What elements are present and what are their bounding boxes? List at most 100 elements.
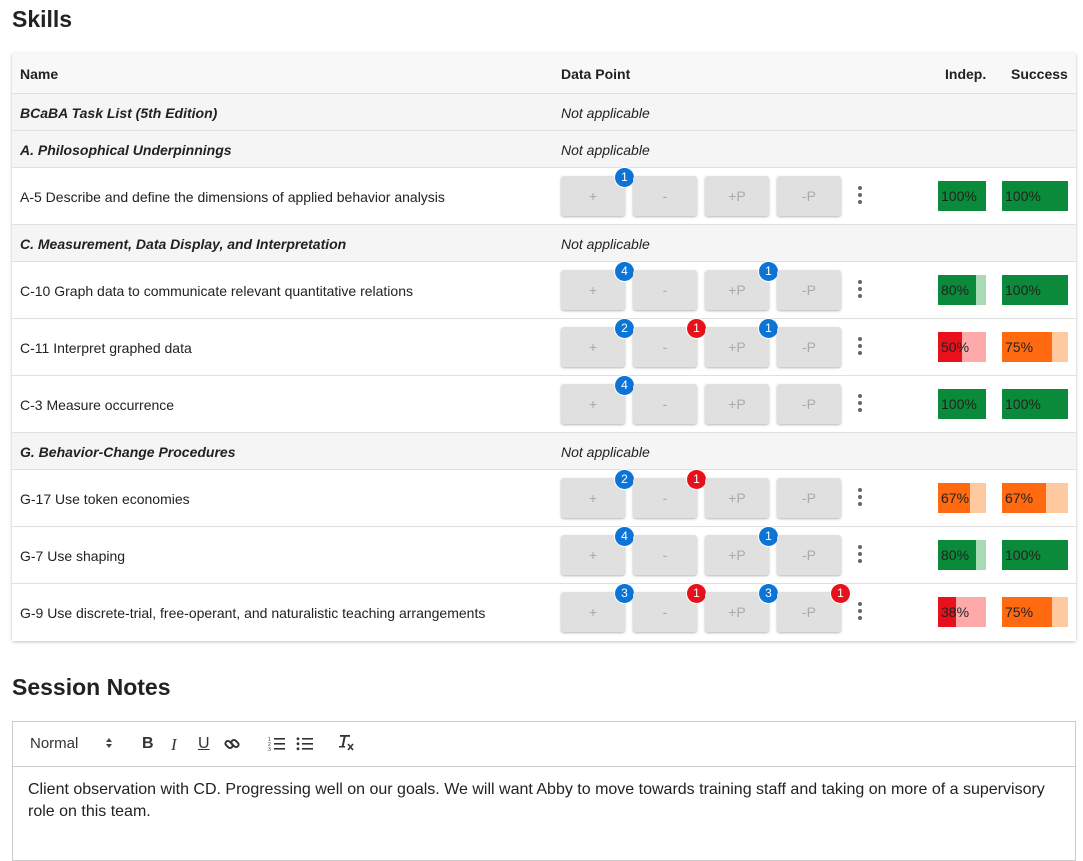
category-name: C. Measurement, Data Display, and Interp… — [20, 236, 347, 252]
button-label: + — [588, 339, 598, 355]
count-badge: 2 — [615, 470, 634, 489]
skill-name: A-5 Describe and define the dimensions o… — [20, 189, 445, 205]
minus-button[interactable]: - — [633, 176, 697, 216]
minus-button[interactable]: -1 — [633, 584, 706, 632]
count-badge: 1 — [687, 319, 706, 338]
bold-icon[interactable]: B — [142, 735, 154, 752]
progress-fill — [938, 332, 962, 362]
button-label: - — [662, 547, 668, 563]
underline-icon[interactable]: U — [198, 735, 210, 752]
button-label: + — [588, 547, 598, 563]
button-label: +P — [728, 547, 746, 563]
progress-label: 75% — [1005, 604, 1034, 620]
clear-format-icon[interactable] — [339, 734, 355, 755]
progress-fill — [938, 389, 986, 419]
editor-content[interactable]: Client observation with CD. Progressing … — [28, 781, 1045, 820]
more-vert-icon[interactable] — [856, 602, 864, 622]
minus-button[interactable]: -1 — [633, 319, 706, 367]
category-row: G. Behavior-Change Procedures Not applica… — [12, 433, 1076, 470]
minus-prompt-button[interactable]: -P — [777, 176, 841, 216]
button-label: - — [662, 604, 668, 620]
category-row: BCaBA Task List (5th Edition) Not applica… — [12, 94, 1076, 131]
plus-button[interactable]: +1 — [561, 168, 634, 216]
count-badge: 1 — [759, 527, 778, 546]
format-select[interactable]: Normal — [30, 735, 112, 752]
plus-button[interactable]: +4 — [561, 262, 634, 310]
progress-label: 100% — [1005, 188, 1041, 204]
minus-button[interactable]: -1 — [633, 470, 706, 518]
plus-prompt-button[interactable]: +P — [705, 384, 769, 424]
category-name: G. Behavior-Change Procedures — [20, 444, 236, 460]
indep-progress: 50% — [938, 332, 986, 362]
minus-button[interactable]: - — [633, 384, 697, 424]
skill-row: C-10 Graph data to communicate relevant … — [12, 262, 1076, 319]
progress-label: 100% — [1005, 547, 1041, 563]
plus-prompt-button[interactable]: +P — [705, 478, 769, 518]
session-notes-title: Session Notes — [12, 674, 171, 700]
more-vert-icon[interactable] — [856, 337, 864, 357]
plus-prompt-button[interactable]: +P — [705, 176, 769, 216]
minus-prompt-button[interactable]: -P 1 — [777, 584, 850, 632]
plus-button[interactable]: +4 — [561, 376, 634, 424]
minus-button[interactable]: - — [633, 270, 697, 310]
success-progress: 100% — [1002, 389, 1068, 419]
more-vert-icon[interactable] — [856, 394, 864, 414]
indep-progress: 38% — [938, 597, 986, 627]
more-vert-icon[interactable] — [856, 186, 864, 206]
minus-prompt-button[interactable]: -P — [777, 327, 841, 367]
progress-fill — [1002, 275, 1068, 305]
progress-label: 80% — [941, 547, 970, 563]
progress-fill — [1002, 597, 1052, 627]
progress-label: 75% — [1005, 339, 1034, 355]
skill-row: C-3 Measure occurrence +4 - +P -P 100% 100% — [12, 376, 1076, 433]
format-select-label: Normal — [30, 735, 79, 752]
skill-name: G-7 Use shaping — [20, 548, 126, 564]
minus-prompt-button[interactable]: -P — [777, 384, 841, 424]
minus-prompt-button[interactable]: -P — [777, 535, 841, 575]
minus-prompt-button[interactable]: -P — [777, 478, 841, 518]
progress-fill — [938, 275, 977, 305]
col-data-point-header: Data Point — [561, 66, 631, 82]
button-label: -P — [802, 547, 816, 563]
data-point-text: Not applicable — [561, 236, 650, 252]
minus-prompt-button[interactable]: -P — [777, 270, 841, 310]
plus-prompt-button[interactable]: +P 1 — [705, 262, 778, 310]
link-icon[interactable] — [224, 736, 240, 756]
progress-label: 100% — [1005, 282, 1041, 298]
plus-prompt-button[interactable]: +P 1 — [705, 527, 778, 575]
indep-progress: 100% — [938, 181, 986, 211]
count-badge: 1 — [759, 319, 778, 338]
more-vert-icon[interactable] — [856, 488, 864, 508]
data-point-text: Not applicable — [561, 105, 650, 121]
plus-button[interactable]: +2 — [561, 470, 634, 518]
plus-button[interactable]: +4 — [561, 527, 634, 575]
bullet-list-icon[interactable] — [296, 736, 313, 755]
progress-fill — [1002, 540, 1068, 570]
minus-button[interactable]: - — [633, 535, 697, 575]
success-progress: 100% — [1002, 540, 1068, 570]
more-vert-icon[interactable] — [856, 545, 864, 565]
count-badge: 1 — [615, 168, 634, 187]
progress-label: 38% — [941, 604, 970, 620]
more-vert-icon[interactable] — [856, 280, 864, 300]
skill-name: C-11 Interpret graphed data — [20, 340, 192, 356]
plus-prompt-button[interactable]: +P 1 — [705, 319, 778, 367]
italic-icon[interactable]: I — [171, 735, 177, 754]
data-point-text: Not applicable — [561, 444, 650, 460]
count-badge: 1 — [759, 262, 778, 281]
button-label: +P — [728, 188, 746, 204]
plus-prompt-button[interactable]: +P 3 — [705, 584, 778, 632]
plus-button[interactable]: +2 — [561, 319, 634, 367]
success-progress: 67% — [1002, 483, 1068, 513]
table-header: Name Data Point Indep. Success — [12, 53, 1076, 94]
skill-row: G-9 Use discrete-trial, free-operant, an… — [12, 584, 1076, 641]
progress-fill — [1002, 483, 1047, 513]
button-label: - — [662, 339, 668, 355]
button-label: - — [662, 396, 668, 412]
success-progress: 75% — [1002, 597, 1068, 627]
plus-button[interactable]: +3 — [561, 584, 634, 632]
progress-fill — [1002, 332, 1052, 362]
button-label: +P — [728, 282, 746, 298]
